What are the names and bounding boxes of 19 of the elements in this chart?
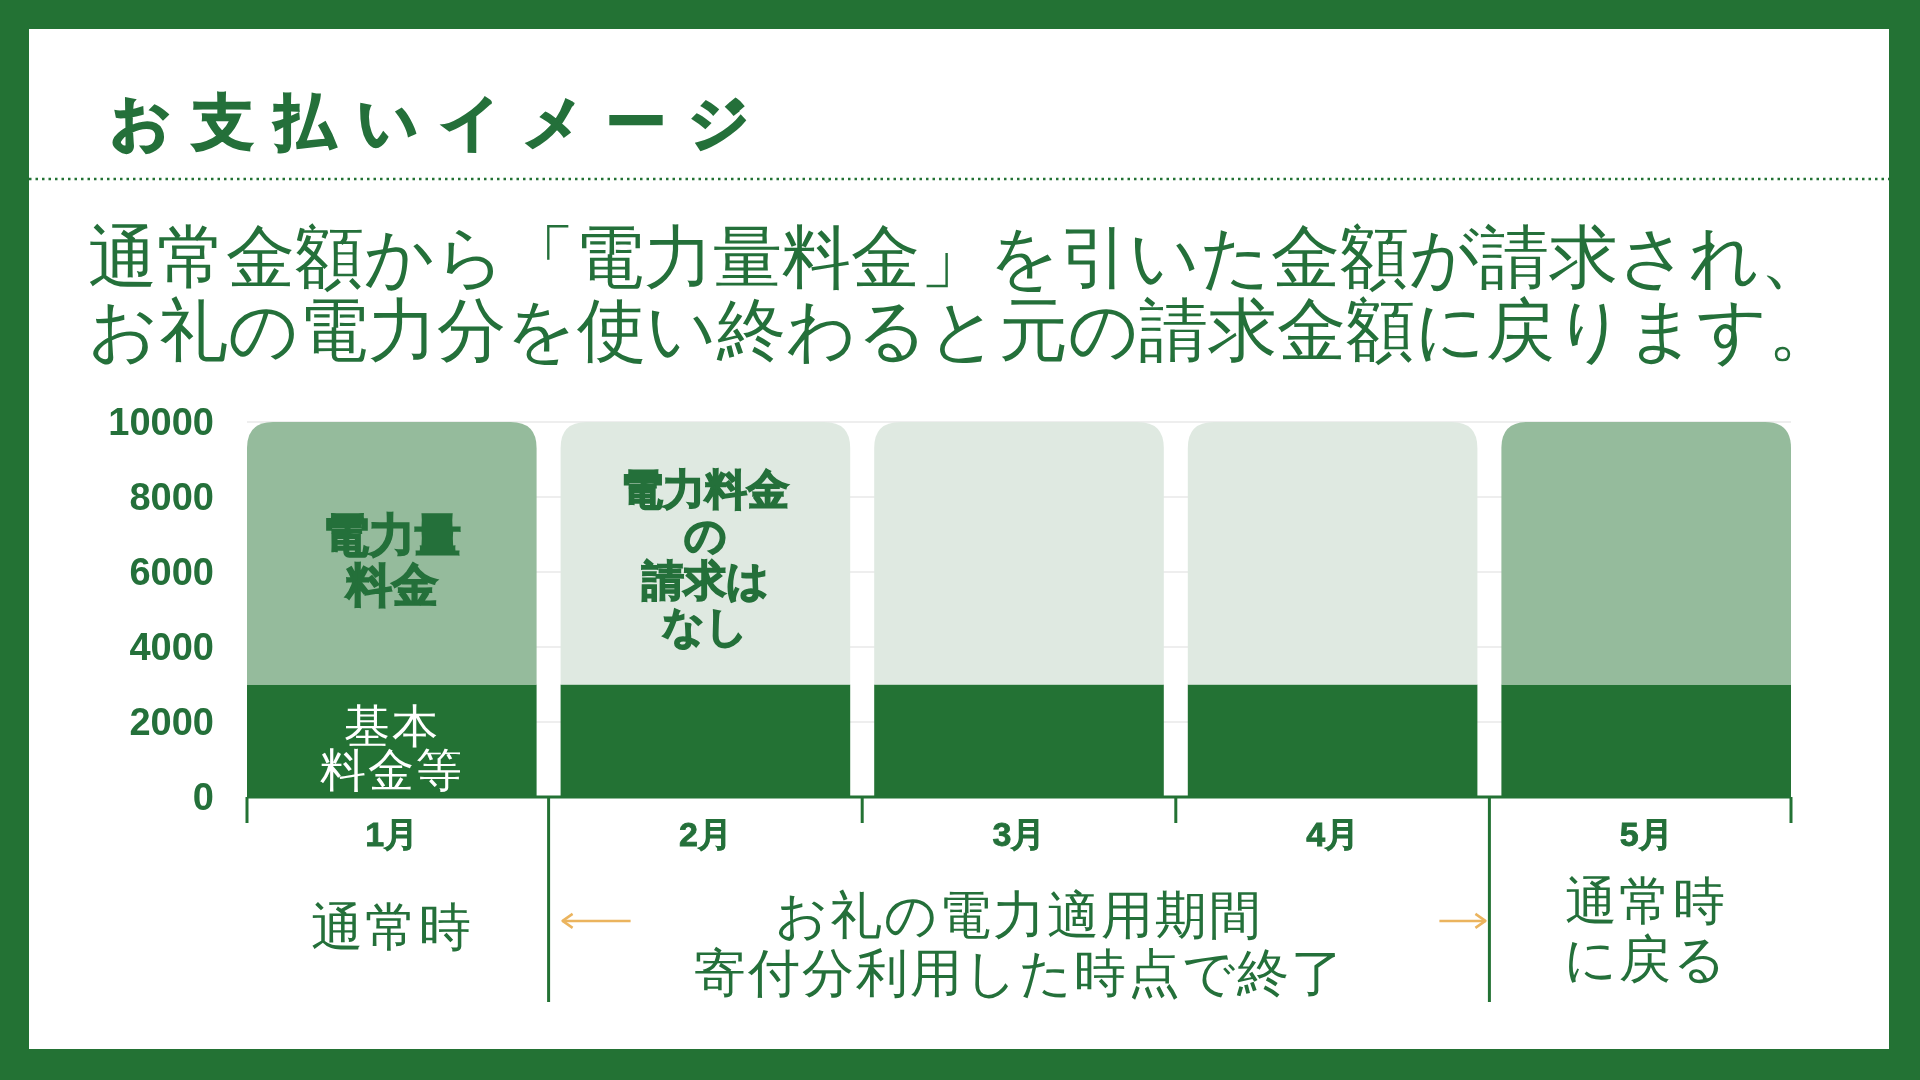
annotation: 通常時 — [310, 898, 473, 956]
subtitle: 通常金額から「電力量料金」を引いた金額が請求され、お礼の電力分を使い終わると元の請求金額に戻ります。 — [88, 218, 1837, 370]
x-tick-label: 1月 — [365, 815, 419, 853]
annotation: 通常時に戻る — [1564, 872, 1729, 988]
x-tick-label: 4月 — [1306, 815, 1360, 853]
annotation: 電力量料金 — [322, 508, 461, 612]
annotation: 電力料金の請求はなし — [621, 465, 790, 651]
y-tick-label: 0 — [192, 776, 214, 818]
annotation: 基本料金等 — [319, 700, 464, 796]
y-tick-label: 6000 — [129, 551, 214, 593]
y-tick-label: 10000 — [108, 401, 214, 443]
x-tick-label: 3月 — [992, 815, 1046, 853]
x-tick-label: 2月 — [678, 815, 732, 853]
y-tick-label: 4000 — [129, 626, 214, 668]
y-tick-label: 2000 — [129, 701, 214, 743]
y-tick-label: 8000 — [129, 476, 214, 518]
annotation: お礼の電力適用期間寄付分利用した時点で終了 — [693, 885, 1345, 1003]
title: お支払いイメージ — [110, 88, 771, 156]
x-tick-label: 5月 — [1619, 815, 1673, 853]
